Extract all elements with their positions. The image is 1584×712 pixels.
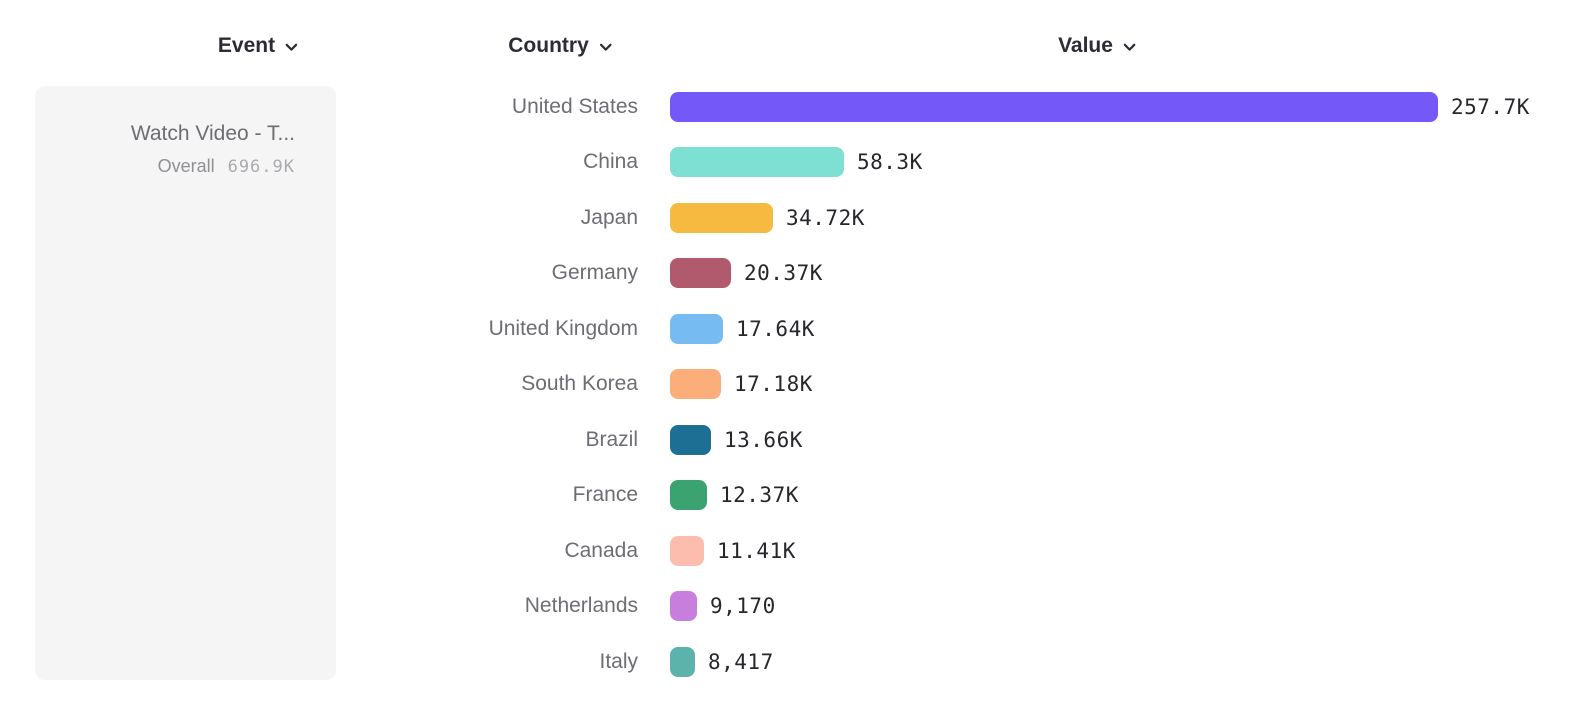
bar-value-label: 13.66K: [724, 427, 803, 452]
country-label: United Kingdom: [488, 316, 638, 340]
chart-row: South Korea 17.18K: [300, 357, 1584, 413]
bar[interactable]: [670, 535, 704, 566]
bar[interactable]: [670, 91, 1438, 122]
bar-value-label: 8,417: [708, 649, 774, 674]
country-column-label: Country: [508, 34, 589, 57]
bar-wrap: 257.7K: [670, 91, 1530, 122]
chart-row: China 58.3K: [300, 135, 1584, 191]
bar-wrap: 12.37K: [670, 480, 799, 511]
bar[interactable]: [670, 480, 707, 511]
overall-label: Overall: [157, 156, 215, 176]
bar-value-label: 17.64K: [736, 316, 815, 341]
chart-row: Italy 8,417: [300, 634, 1584, 690]
value-column-label: Value: [1058, 34, 1113, 57]
event-card[interactable]: Watch Video - T... Overall 696.9K: [35, 86, 336, 680]
bar[interactable]: [670, 424, 711, 455]
bar-value-label: 9,170: [710, 594, 776, 619]
chart-row: Brazil 13.66K: [300, 412, 1584, 468]
bar-wrap: 58.3K: [670, 147, 923, 178]
bar-chart: United States 257.7K China 58.3K Japan 3…: [300, 79, 1584, 690]
country-label: Canada: [564, 538, 638, 562]
chart-row: Japan 34.72K: [300, 190, 1584, 246]
chevron-down-icon: [599, 43, 612, 52]
country-label: Japan: [580, 205, 638, 229]
bar-wrap: 11.41K: [670, 535, 796, 566]
bar[interactable]: [670, 313, 723, 344]
chart-row: Netherlands 9,170: [300, 579, 1584, 635]
country-label: South Korea: [521, 372, 638, 396]
bar-wrap: 34.72K: [670, 202, 865, 233]
bar-value-label: 17.18K: [734, 372, 813, 397]
bar-wrap: 17.18K: [670, 369, 813, 400]
bar-wrap: 20.37K: [670, 258, 823, 289]
country-label: Brazil: [585, 427, 638, 451]
country-column-header[interactable]: Country: [508, 34, 612, 58]
bar-wrap: 8,417: [670, 646, 774, 677]
chevron-down-icon: [1123, 43, 1136, 52]
event-column-header[interactable]: Event: [218, 34, 298, 58]
bar[interactable]: [670, 646, 695, 677]
bar-value-label: 58.3K: [857, 150, 923, 175]
chart-row: United Kingdom 17.64K: [300, 301, 1584, 357]
bar[interactable]: [670, 591, 697, 622]
bar[interactable]: [670, 369, 721, 400]
chart-row: United States 257.7K: [300, 79, 1584, 135]
chart-row: Germany 20.37K: [300, 246, 1584, 302]
event-overall-row: Overall 696.9K: [53, 156, 295, 177]
country-label: Italy: [599, 649, 638, 673]
country-label: France: [572, 483, 638, 507]
event-column-label: Event: [217, 34, 276, 57]
bar-value-label: 11.41K: [717, 538, 796, 563]
chart-row: France 12.37K: [300, 468, 1584, 524]
country-label: Germany: [551, 261, 638, 285]
country-label: United States: [511, 94, 638, 118]
bar[interactable]: [670, 147, 844, 178]
chart-row: Canada 11.41K: [300, 523, 1584, 579]
bar-value-label: 34.72K: [786, 205, 865, 230]
value-column-header[interactable]: Value: [1058, 34, 1136, 58]
bar-value-label: 12.37K: [720, 483, 799, 508]
country-label: China: [583, 150, 638, 174]
bar[interactable]: [670, 202, 773, 233]
bar-wrap: 17.64K: [670, 313, 815, 344]
overall-value: 696.9K: [227, 157, 295, 177]
bar[interactable]: [670, 258, 731, 289]
bar-wrap: 13.66K: [670, 424, 803, 455]
event-name: Watch Video - T...: [130, 122, 295, 145]
bar-value-label: 20.37K: [744, 261, 823, 286]
bar-value-label: 257.7K: [1451, 94, 1530, 119]
country-label: Netherlands: [524, 594, 638, 618]
chevron-down-icon: [285, 43, 298, 52]
bar-wrap: 9,170: [670, 591, 776, 622]
